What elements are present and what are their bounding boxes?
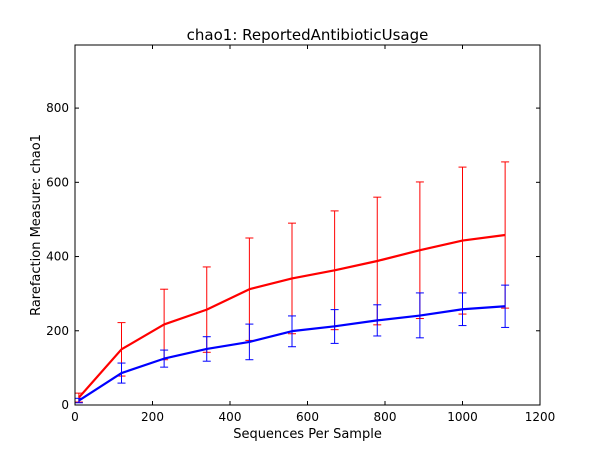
x-tick-label: 1200 bbox=[525, 410, 556, 424]
y-tick-label: 400 bbox=[46, 250, 69, 264]
x-tick-label: 600 bbox=[296, 410, 319, 424]
y-axis-label: Rarefaction Measure: chao1 bbox=[29, 134, 44, 316]
axis-ticks: 0 200 400 600 800 1000 1200 0 200 400 600 800 bbox=[46, 45, 555, 424]
plot-frame bbox=[74, 44, 541, 406]
y-tick-label: 0 bbox=[61, 398, 69, 412]
x-tick-label: 800 bbox=[374, 410, 397, 424]
plot-area bbox=[74, 161, 510, 404]
y-tick-label: 200 bbox=[46, 324, 69, 338]
x-tick-label: 200 bbox=[141, 410, 164, 424]
x-tick-label: 0 bbox=[71, 410, 79, 424]
chart-title: chao1: ReportedAntibioticUsage bbox=[187, 26, 429, 44]
x-tick-label: 400 bbox=[219, 410, 242, 424]
y-tick-label: 600 bbox=[46, 175, 69, 189]
x-axis-label: Sequences Per Sample bbox=[233, 427, 382, 442]
y-tick-label: 800 bbox=[46, 101, 69, 115]
series-line-0 bbox=[78, 233, 506, 399]
x-tick-label: 1000 bbox=[447, 410, 478, 424]
series-line-1 bbox=[78, 305, 506, 402]
